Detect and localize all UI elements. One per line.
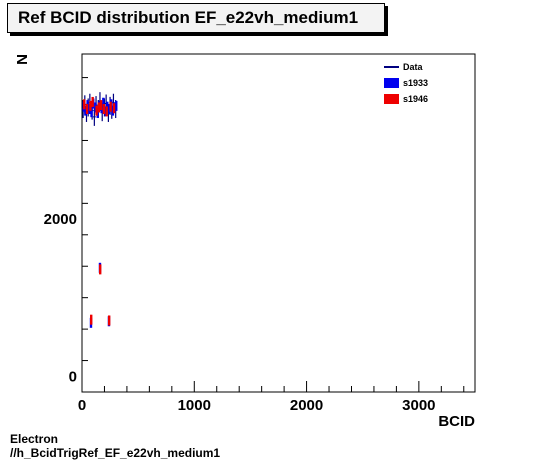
s1933-point (115, 100, 118, 111)
x-tick-label: 0 (78, 397, 86, 414)
axis-ticks (81, 77, 465, 393)
s1946-point (102, 104, 106, 115)
legend-label: s1933 (403, 78, 428, 88)
legend: Data s1933 s1946 (384, 62, 428, 104)
footer-line-1: Electron (10, 432, 59, 446)
s1933-point (84, 105, 87, 116)
data-marks (81, 92, 118, 328)
x-tick-label: 2000 (290, 397, 323, 414)
y-axis-title: N (14, 54, 31, 65)
chart-title: Ref BCID distribution EF_e22vh_medium1 (7, 3, 385, 33)
s1946-point (83, 99, 86, 110)
s1946-point (89, 100, 92, 111)
footer: Electron //h_BcidTrigRef_EF_e22vh_medium… (10, 432, 220, 460)
axis-tick-labels: 0 1000 2000 3000 0 2000 (44, 211, 436, 414)
s1946-point (105, 106, 108, 117)
legend-label: s1946 (403, 94, 428, 104)
plot-frame (81, 53, 476, 393)
s1946-point (85, 104, 89, 115)
s1946-point (99, 100, 103, 111)
s1946-point (91, 96, 94, 107)
x-tick-label: 3000 (402, 397, 435, 414)
x-tick-label: 1000 (178, 397, 211, 414)
y-tick-label: 0 (69, 368, 77, 385)
legend-label: Data (403, 62, 424, 72)
legend-fill-marker (384, 94, 399, 104)
s1933-point (102, 97, 105, 108)
footer-line-2: //h_BcidTrigRef_EF_e22vh_medium1 (10, 446, 221, 460)
s1946-point (97, 102, 101, 113)
s1946-point (90, 314, 93, 325)
y-tick-label: 2000 (44, 211, 77, 228)
legend-fill-marker (384, 78, 399, 88)
s1946-point (109, 101, 112, 112)
s1946-point (95, 105, 98, 116)
s1933-point (90, 107, 93, 118)
s1946-point (112, 103, 116, 114)
x-axis-title: BCID (438, 413, 475, 430)
s1946-point (107, 315, 111, 326)
s1946-point (98, 264, 102, 275)
